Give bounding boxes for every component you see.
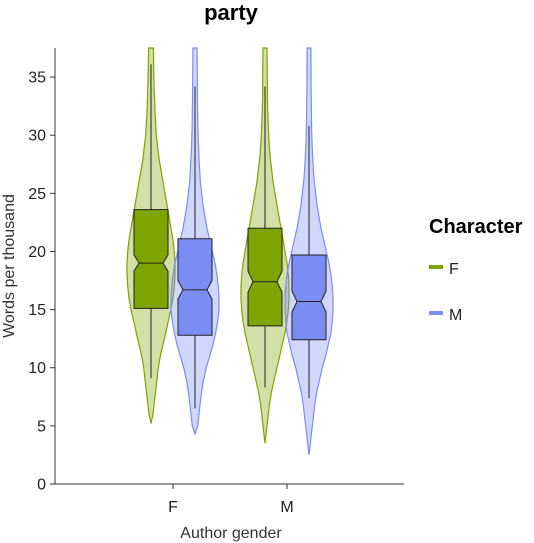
y-tick-label: 5 xyxy=(37,418,46,435)
y-tick-label: 35 xyxy=(28,70,46,87)
plot-area xyxy=(126,47,334,455)
y-tick-label: 10 xyxy=(28,360,46,377)
legend-title: Character xyxy=(429,216,523,238)
y-tick-label: 30 xyxy=(28,128,46,145)
box-series-m-author-m xyxy=(291,254,327,341)
legend-label-m: M xyxy=(449,307,462,324)
x-tick-label-m: M xyxy=(280,499,293,516)
box-series-f-author-f xyxy=(133,209,169,309)
y-axis-label: Words per thousand xyxy=(1,194,18,338)
y-tick-label: 15 xyxy=(28,302,46,319)
box-series-f-author-m xyxy=(247,227,283,327)
x-tick-label-f: F xyxy=(168,499,178,516)
legend-label-f: F xyxy=(449,261,459,278)
y-tick-label: 25 xyxy=(28,186,46,203)
x-axis-label: Author gender xyxy=(180,525,282,542)
y-axis: 0 5 10 15 20 25 30 35 xyxy=(28,48,56,494)
legend-swatch-m xyxy=(429,311,443,315)
chart-title: party xyxy=(204,0,259,25)
box-series-m-author-f xyxy=(177,238,213,336)
y-tick-label: 20 xyxy=(28,244,46,261)
y-tick-label: 0 xyxy=(37,477,46,494)
legend: Character F M xyxy=(429,216,523,324)
legend-swatch-f xyxy=(429,265,443,269)
